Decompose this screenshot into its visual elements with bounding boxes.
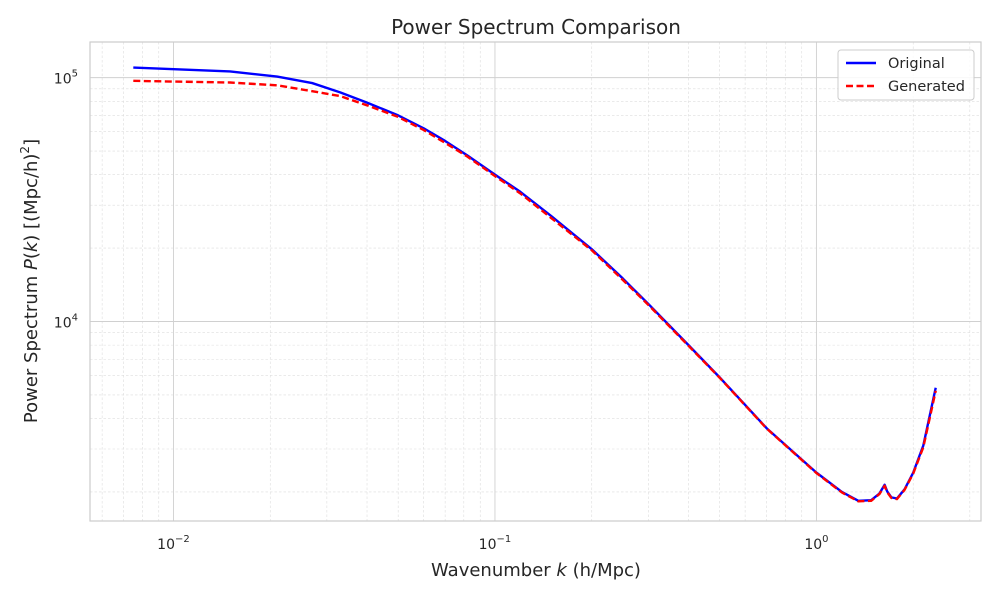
legend: Original Generated bbox=[837, 49, 975, 101]
series-line-generated bbox=[133, 79, 937, 503]
y-tick-label: 104 bbox=[54, 312, 78, 331]
y-tick-label: 105 bbox=[54, 69, 78, 88]
y-tick-labels: 104 105 bbox=[54, 69, 78, 332]
x-axis-label: Wavenumber k (h/Mpc) bbox=[431, 560, 641, 581]
legend-label-generated: Generated bbox=[888, 79, 965, 95]
plot-area bbox=[90, 42, 981, 521]
x-tick-label: 100 bbox=[804, 534, 828, 553]
series-layer bbox=[133, 66, 937, 503]
major-grid bbox=[90, 42, 981, 521]
y-axis-label: Power Spectrum P(k) [(Mpc/h)2] bbox=[18, 139, 42, 423]
chart-title: Power Spectrum Comparison bbox=[391, 15, 681, 39]
plot-frame bbox=[89, 41, 982, 522]
legend-label-original: Original bbox=[888, 56, 945, 72]
x-tick-label: 10−2 bbox=[157, 534, 190, 553]
x-tick-label: 10−1 bbox=[479, 534, 512, 553]
minor-grid bbox=[90, 42, 981, 521]
x-tick-labels: 10−2 10−1 100 bbox=[157, 534, 828, 553]
